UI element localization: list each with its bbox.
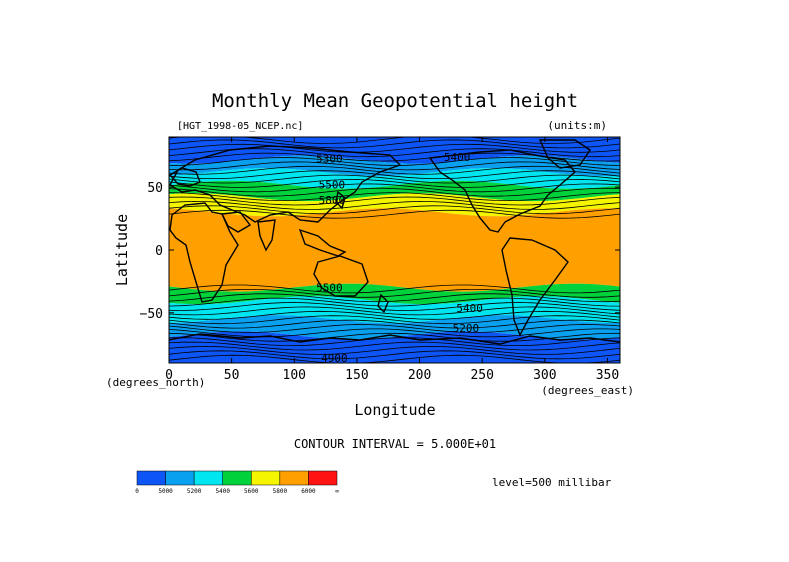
coastlines	[169, 139, 620, 345]
contour-line	[169, 341, 620, 351]
x-tick-label: 250	[470, 368, 493, 383]
contour-line	[169, 293, 620, 303]
colorbar-label: 5000	[158, 488, 173, 495]
coastline-indonesia	[298, 228, 347, 257]
contour-line	[169, 337, 620, 347]
colorbar-swatch	[279, 470, 309, 486]
contour-line	[169, 306, 620, 316]
contour-line	[169, 209, 620, 219]
contour-labels: 5300 5400 5500 5800 5500 5400 5200 4900	[316, 151, 483, 365]
color-band	[169, 283, 620, 305]
x-tick-label: 350	[596, 368, 619, 383]
colorbar-label: 5600	[244, 488, 259, 495]
colorbar-label: 5200	[187, 488, 202, 495]
contour-line	[169, 310, 620, 320]
contour-line	[169, 200, 620, 210]
contour-line	[169, 139, 620, 149]
contour-line	[169, 170, 620, 179]
x-tick-label: 300	[533, 368, 556, 383]
colorbar-swatch	[222, 470, 252, 486]
color-band	[169, 208, 620, 292]
contour-line	[169, 137, 620, 144]
colorbar-label: 5400	[215, 488, 230, 495]
color-band	[169, 193, 620, 217]
coastline-europe	[169, 167, 201, 187]
coastline-india	[257, 219, 276, 252]
colorbar-swatch	[165, 470, 195, 486]
x-tick-label: 200	[408, 368, 431, 383]
coastline-north-america	[428, 149, 576, 233]
y-tick-label: 50	[147, 181, 163, 196]
coastline-eurasia	[169, 145, 402, 223]
contour-label: 5500	[319, 179, 346, 192]
colorbar-swatch	[136, 470, 166, 486]
contour-line	[169, 332, 620, 342]
y-axis: 50 0 −50	[140, 181, 620, 322]
contour-line	[169, 196, 620, 206]
contour-line	[169, 157, 620, 166]
contour-line	[169, 183, 620, 193]
contour-line	[169, 328, 620, 338]
plot-area: 5300 5400 5500 5800 5500 5400 5200 4900	[169, 137, 620, 365]
contour-label: 5300	[316, 152, 343, 165]
chart-title: Monthly Mean Geopotential height	[212, 90, 578, 112]
colorbar: 0 5000 5200 5400 5600 5800 6000 ∞	[135, 470, 339, 495]
contour-line	[169, 187, 620, 197]
contour-line	[169, 302, 620, 311]
color-band	[169, 315, 620, 340]
coastline-japan	[335, 190, 346, 210]
contour-line	[169, 319, 620, 329]
contour-label: 5400	[444, 151, 471, 164]
coastline-greenland	[538, 139, 591, 169]
x-tick-label: 150	[345, 368, 368, 383]
colorbar-label: 5800	[273, 488, 288, 495]
contour-label: 5400	[456, 302, 483, 315]
contour-label: 4900	[321, 352, 348, 365]
x-unit-note: (degrees_east)	[541, 384, 634, 397]
contour-line	[169, 179, 620, 188]
coastline-africa	[169, 202, 239, 303]
contour-label: 5200	[453, 322, 480, 335]
contour-line	[169, 315, 620, 325]
chart-subtitle-units: (units:m)	[547, 119, 607, 132]
contour-line	[169, 345, 620, 355]
colorbar-swatch	[251, 470, 281, 486]
contour-line	[169, 165, 620, 175]
contour-label: 5800	[319, 194, 346, 207]
contour-line	[169, 284, 620, 294]
coastline-australia	[313, 255, 369, 297]
contour-label: 5500	[316, 282, 343, 295]
y-tick-label: −50	[140, 307, 163, 322]
y-tick-label: 0	[155, 244, 163, 259]
contour-line	[169, 324, 620, 333]
x-tick-label: 0	[165, 368, 173, 383]
level-text: level=500 millibar	[492, 476, 612, 489]
contour-interval-text: CONTOUR INTERVAL = 5.000E+01	[294, 437, 496, 451]
coastline-south-america	[501, 237, 569, 337]
contour-line	[169, 174, 620, 184]
colorbar-swatch	[308, 470, 338, 486]
contour-line	[169, 161, 620, 171]
colorbar-swatch	[193, 470, 223, 486]
x-axis-label: Longitude	[354, 401, 435, 419]
contour-line	[169, 205, 620, 215]
coastline-new-zealand	[377, 293, 389, 314]
y-unit-note: (degrees_north)	[106, 376, 205, 389]
x-tick-label: 50	[224, 368, 240, 383]
colorbar-label: 0	[135, 488, 139, 495]
contour-line	[169, 297, 620, 307]
y-axis-label: Latitude	[113, 214, 131, 286]
colorbar-label: 6000	[301, 488, 316, 495]
coastline-arabia	[220, 211, 252, 233]
chart-subtitle-file: [HGT_1998-05_NCEP.nc]	[177, 121, 303, 132]
x-axis: 0 50 100 150 200 250 300 350	[165, 137, 619, 383]
x-tick-label: 100	[283, 368, 306, 383]
colorbar-label: ∞	[335, 488, 339, 495]
coastline-antarctica	[169, 333, 620, 345]
